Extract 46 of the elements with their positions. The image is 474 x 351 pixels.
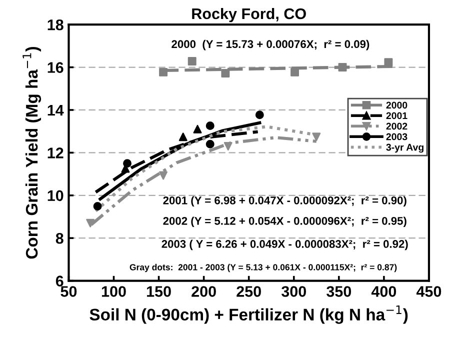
point [178,132,188,142]
point [338,63,347,72]
annotation: 2001 (Y = 6.98 + 0.047X - 0.000092X²; r² = 0.90) [163,196,406,207]
x-tick-label: 150 [147,286,171,297]
point [188,57,196,66]
point [206,122,214,130]
point [86,218,95,228]
x-tick-label: 250 [236,286,261,297]
point [255,110,264,120]
legend-label: 2000 [386,102,408,109]
point [224,142,232,151]
y-tick-label: 8 [56,232,64,244]
point [93,202,102,211]
legend-label: 2003 [386,133,408,140]
y-tick-label: 6 [56,276,64,286]
y-tick-label: 18 [48,19,64,30]
point [221,69,230,78]
point [159,171,168,180]
point [312,132,321,142]
point [159,68,168,76]
x-tick-label: 450 [416,286,442,297]
annotation: 2003 ( Y = 6.26 + 0.049X - 0.000083X²; r² = 0.92) [162,240,408,250]
y-tick-label: 14 [48,105,64,116]
y-tick-label: 12 [48,148,64,158]
x-tick-label: 300 [281,286,306,297]
point [123,159,132,168]
x-tick-label: 350 [326,286,352,297]
x-axis-title: Soil N (0-90cm) + Fertilizer N (kg N ha$^{−1}$) [90,305,408,324]
y-axis-title: Corn Grain Yield (Mg ha$^{−1}$) [22,46,42,259]
x-tick-label: 400 [371,286,396,297]
point [384,58,393,67]
legend-label: 3-yr Avg [386,144,424,153]
annotation: 2002 (Y = 5.12 + 0.054X - 0.000096X²; r² = 0.95) [163,216,406,228]
annotation: Gray dots: 2001 - 2003 (Y = 5.13 + 0.061X - 0.000115X²; r² = 0.87) [130,264,397,272]
point [193,124,202,134]
y-tick-label: 10 [48,190,64,202]
y-tick-label: 16 [48,62,64,73]
x-tick-label: 100 [102,286,126,297]
x-tick-label: 200 [192,286,216,297]
legend-label: 2002 [386,122,408,130]
point [206,140,214,148]
chart-title: Rocky Ford, CO [192,8,306,22]
x-tick-label: 50 [60,286,77,297]
point [290,68,300,76]
legend-label: 2001 [386,112,408,120]
annotation: 2000 (Y = 15.73 + 0.00076X; r² = 0.09) [172,40,370,50]
